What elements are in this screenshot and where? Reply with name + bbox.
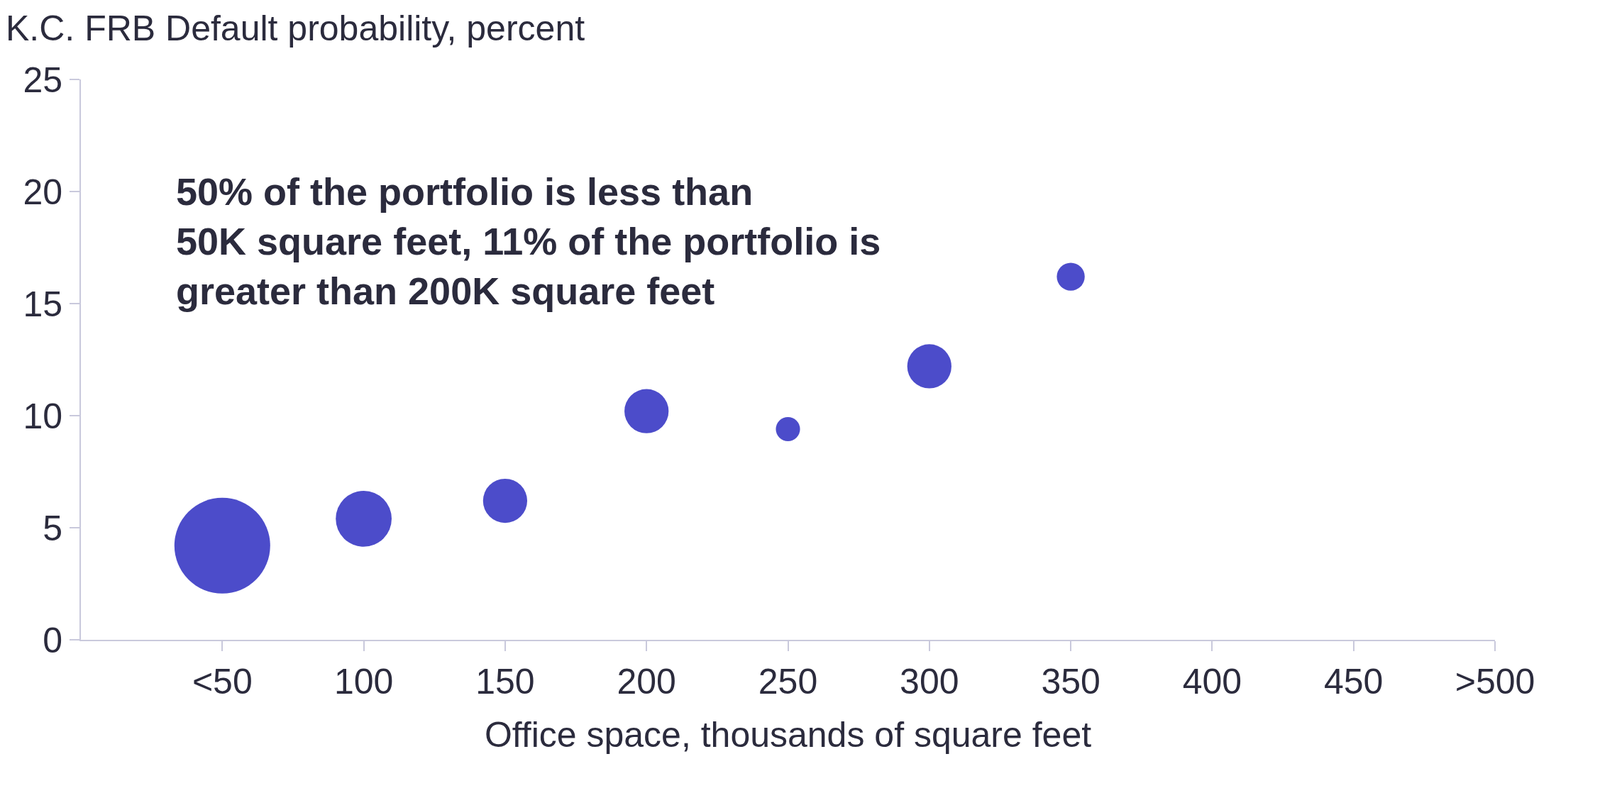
svg-text:350: 350 [1040,661,1100,702]
svg-text:250: 250 [758,661,818,702]
svg-text:450: 450 [1323,661,1383,702]
svg-text:0: 0 [42,620,63,661]
svg-text:10: 10 [22,396,63,437]
svg-text:300: 300 [899,661,959,702]
svg-text:400: 400 [1182,661,1242,702]
svg-text:15: 15 [22,284,63,325]
svg-text:200: 200 [616,661,676,702]
svg-text:50% of the portfolio is less t: 50% of the portfolio is less than50K squ… [175,170,881,313]
svg-text:Office space, thousands of squ: Office space, thousands of square feet [484,715,1092,755]
svg-text:5: 5 [42,508,63,549]
svg-text:25: 25 [22,60,63,101]
svg-text:150: 150 [475,661,535,702]
svg-text:<50: <50 [192,661,253,702]
svg-text:>500: >500 [1455,661,1536,702]
svg-text:100: 100 [334,661,394,702]
svg-text:K.C. FRB Default probability,: K.C. FRB Default probability, percent [5,8,585,49]
svg-text:20: 20 [22,172,63,213]
